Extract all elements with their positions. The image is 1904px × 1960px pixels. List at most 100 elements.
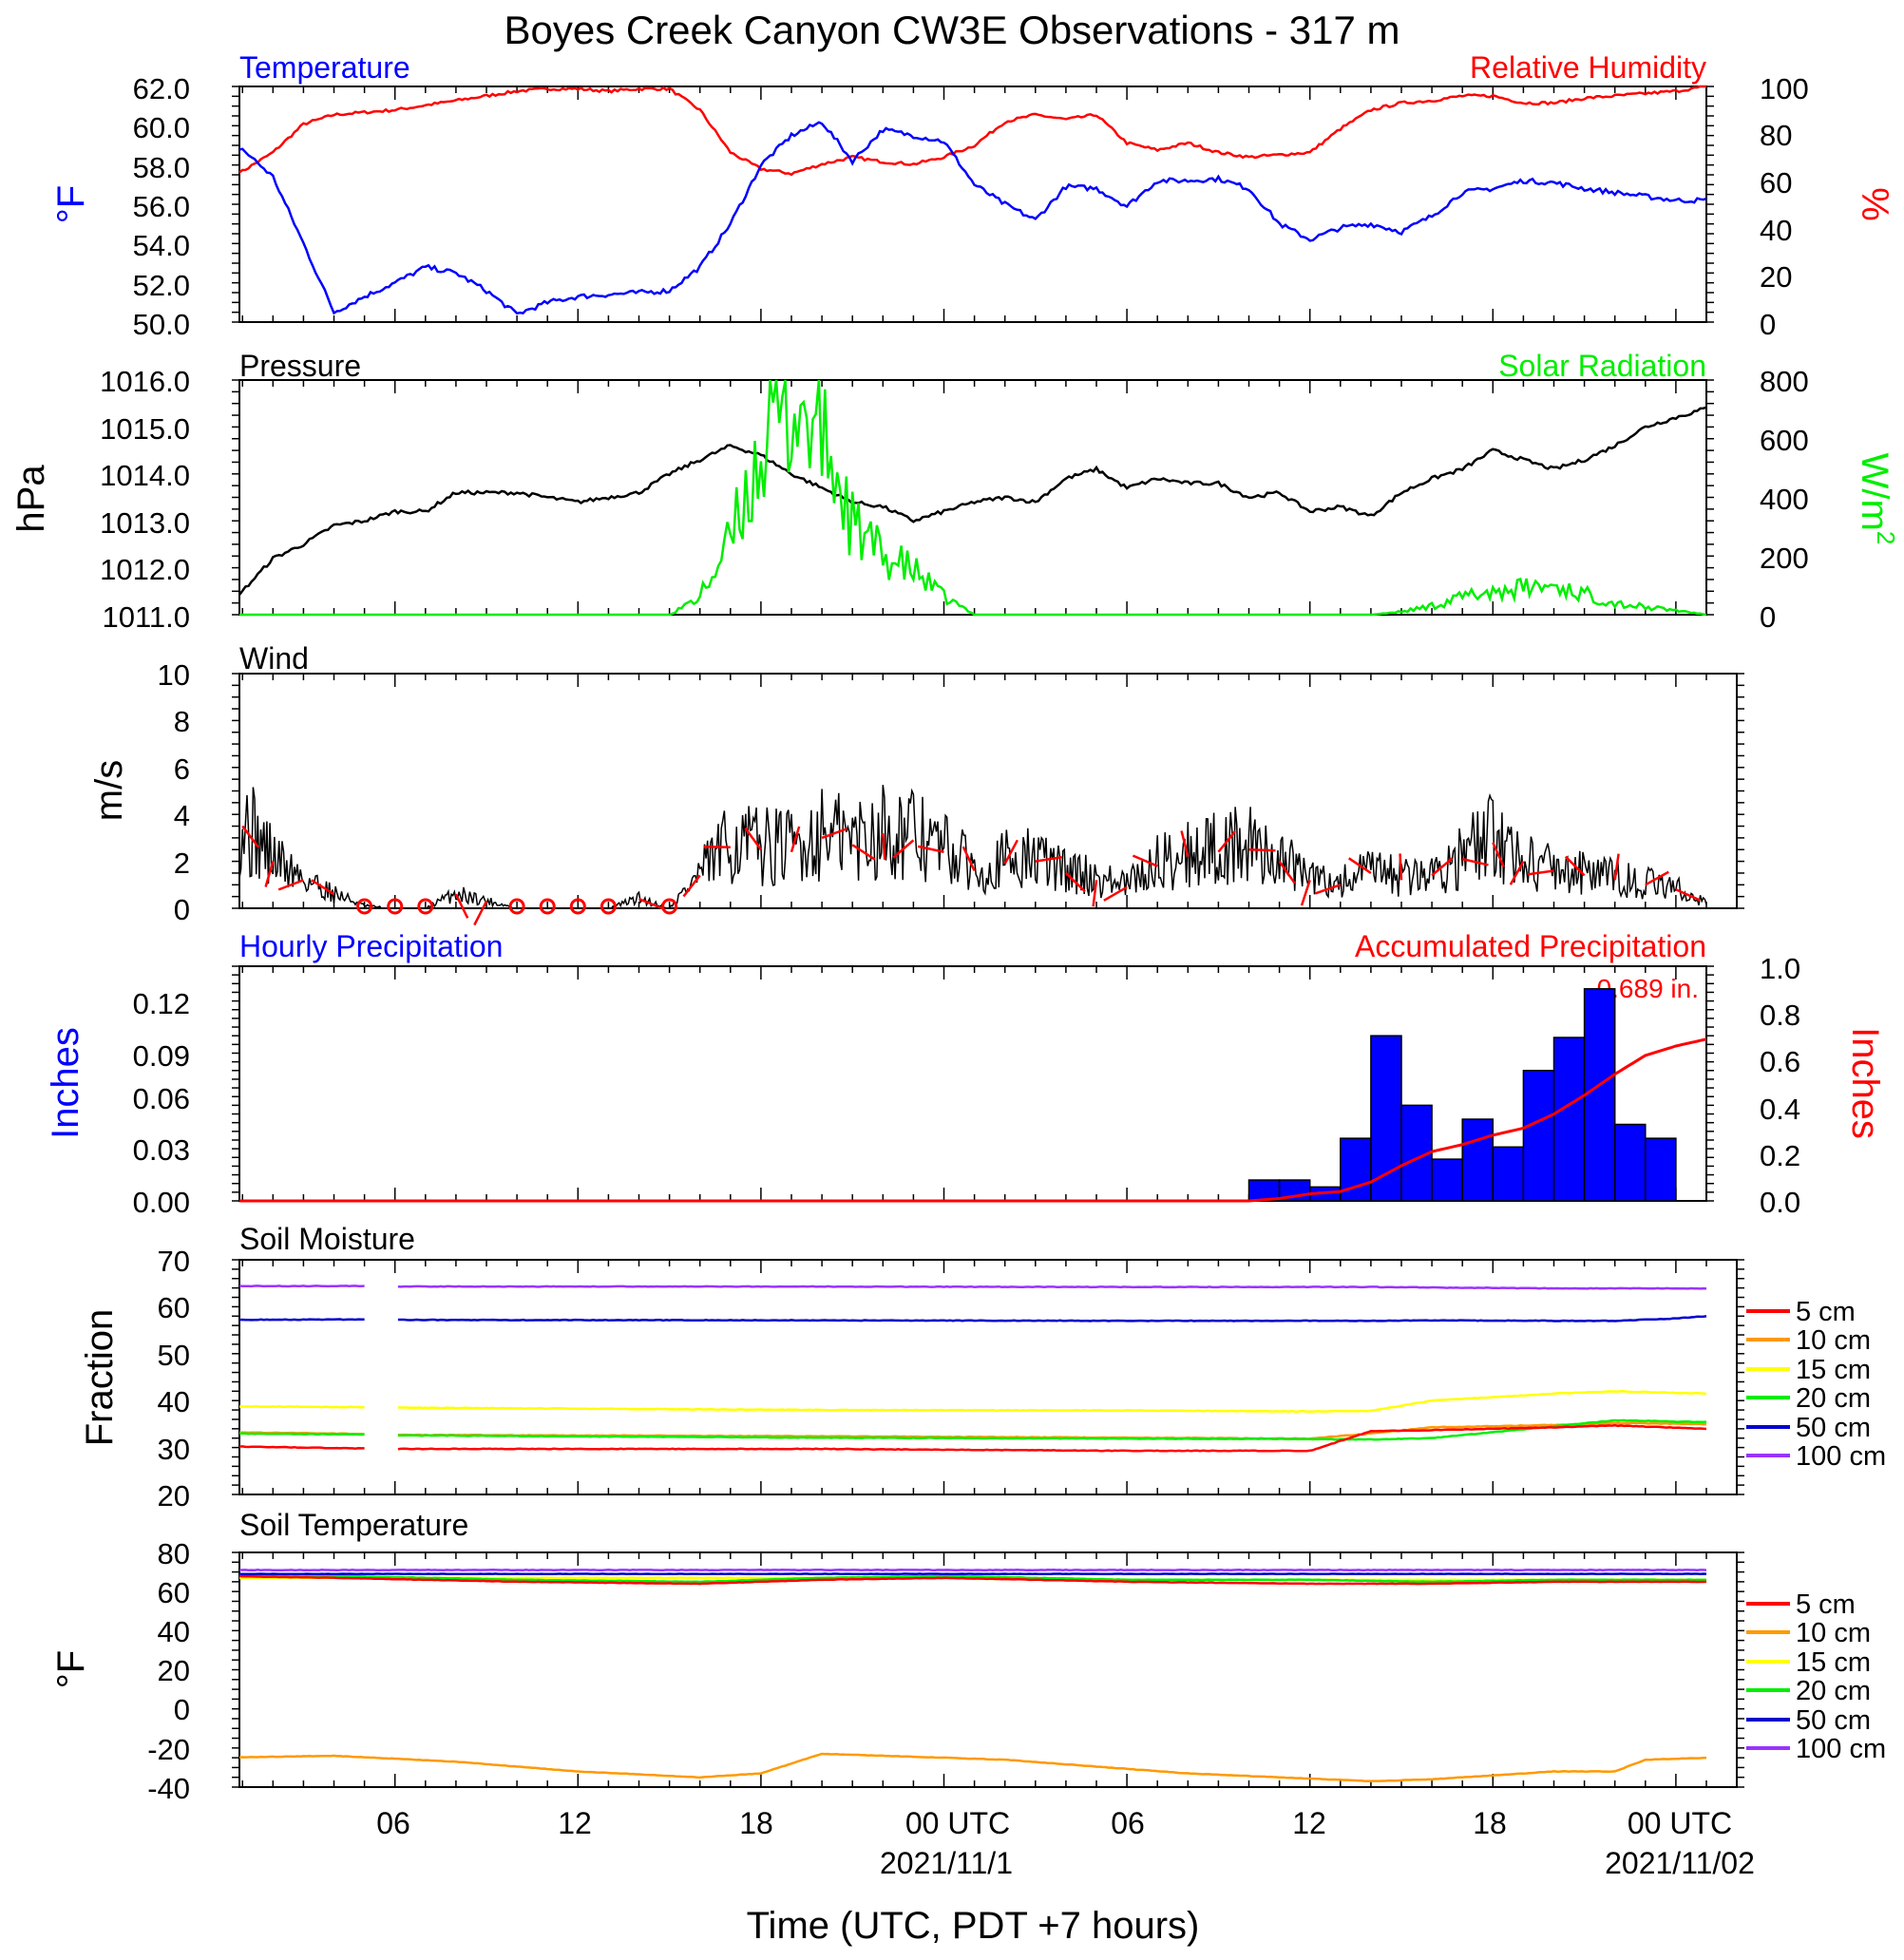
hourly-precip-bar [1462,1119,1493,1201]
panel-soil-moisture: Soil Moisture Fraction 70 60 50 40 30 20… [79,1222,1886,1513]
wind-tick-label: 0 [174,893,190,926]
legend-label-50cm: 50 cm [1796,1705,1871,1736]
temp-rh-frame [239,86,1706,322]
wind-tick-label: 6 [174,752,190,786]
temp-tick-label: 52.0 [133,269,190,302]
wind-tick-label: 8 [174,705,190,738]
accum-tick-label: 0.0 [1760,1186,1800,1219]
panel-temp-rh: Temperature Relative Humidity °F % 62.0 … [50,50,1895,341]
temp-left-ticks: 62.0 60.0 58.0 56.0 54.0 52.0 50.0 [133,72,190,341]
date-label: 2021/11/02 [1605,1846,1755,1880]
humidity-title: Relative Humidity [1470,50,1706,85]
accum-tick-label: 0.2 [1760,1139,1800,1172]
pressure-tick-label: 1011.0 [102,600,190,634]
x-tick-label: 06 [1111,1806,1145,1840]
soil-moisture-tick-label: 30 [158,1433,190,1466]
temperature-unit: °F [50,185,92,223]
rh-tick-label: 0 [1760,308,1776,341]
hourly-precip-bar [1585,989,1615,1201]
legend-label-5cm: 5 cm [1796,1297,1856,1327]
wind-frame [239,674,1737,908]
accum-right-ticks: 1.0 0.8 0.6 0.4 0.2 0.0 [1760,952,1800,1219]
legend-label-15cm: 15 cm [1796,1647,1871,1678]
temp-tick-label: 60.0 [133,111,190,144]
accum-tick-label: 0.6 [1760,1045,1800,1078]
solar-tick-label: 200 [1760,542,1809,575]
soil-moisture-tick-label: 20 [158,1479,190,1513]
solar-unit-sup: 2 [1872,531,1900,544]
hourly-precip-bar [1493,1147,1523,1201]
x-tick-label: 18 [739,1806,773,1840]
soil-temp-tick-label: 80 [158,1537,190,1570]
solar-title: Solar Radiation [1498,349,1706,383]
solar-right-ticks: 800 600 400 200 0 [1760,365,1809,634]
legend-label-15cm: 15 cm [1796,1355,1871,1385]
temp-tick-label: 56.0 [133,190,190,223]
temp-tick-label: 62.0 [133,72,190,105]
solar-tick-label: 600 [1760,424,1809,457]
rh-tick-label: 80 [1760,119,1792,152]
accum-tick-label: 0.4 [1760,1093,1800,1126]
legend-label-5cm: 5 cm [1796,1589,1856,1620]
pressure-left-ticks: 1016.0 1015.0 1014.0 1013.0 1012.0 1011.… [100,365,190,634]
legend-label-10cm: 10 cm [1796,1618,1871,1648]
x-tick-label: 00 UTC [905,1806,1010,1840]
legend-label-50cm: 50 cm [1796,1413,1871,1443]
wind-barb [1133,856,1157,866]
soil-temp-tick-label: -20 [147,1733,190,1766]
soil-temp-tick-label: 0 [174,1693,190,1726]
precip-plot-area [232,966,1714,1201]
soil-moisture-tick-label: 50 [158,1339,190,1372]
wind-barb [278,880,303,889]
x-tick-label: 06 [376,1806,410,1840]
precip-tick-label: 0.00 [133,1186,190,1219]
wind-barb [1400,853,1401,880]
pressure-unit: hPa [10,465,52,533]
humidity-line [239,86,1706,175]
rh-right-ticks: 100 80 60 40 20 0 [1760,72,1809,341]
wind-tick-label: 10 [158,658,190,692]
temp-tick-label: 58.0 [133,151,190,184]
soil-temp-left-ticks: 80 60 40 20 0 -20 -40 [147,1537,190,1805]
rh-tick-label: 100 [1760,72,1809,105]
pressure-tick-label: 1012.0 [100,553,190,586]
x-tick-label: 12 [1292,1806,1326,1840]
wind-barb [1104,887,1127,901]
accum-precip-title: Accumulated Precipitation [1355,929,1706,963]
x-tick-label: 00 UTC [1628,1806,1732,1840]
soil-moisture-50cm-line [239,1316,1706,1321]
precip-tick-label: 0.06 [133,1082,190,1115]
solar-line [239,380,1706,615]
wind-title: Wind [239,641,309,676]
hourly-precip-bar [1615,1124,1646,1201]
x-tick-label: 18 [1473,1806,1507,1840]
soil-temp-frame [239,1552,1737,1787]
panel-pressure-solar: Pressure Solar Radiation hPa W/m2 1016.0… [10,349,1900,634]
soil-moisture-100cm-line [239,1285,1706,1288]
wind-left-ticks: 10 8 6 4 2 0 [158,658,190,926]
legend-label-10cm: 10 cm [1796,1325,1871,1356]
hourly-precip-unit: Inches [45,1027,86,1139]
x-axis: 06 12 18 00 UTC 06 12 18 00 UTC 2021/11/… [376,1806,1755,1947]
hourly-precip-bar [1371,1036,1401,1201]
panel-soil-temperature: Soil Temperature °F 80 60 40 20 0 -20 -4… [50,1508,1886,1805]
wind-barb [1511,862,1524,885]
temp-rh-plot-area [232,86,1714,322]
accum-precip-unit: Inches [1844,1027,1886,1139]
soil-moisture-unit: Fraction [79,1309,121,1447]
rh-tick-label: 60 [1760,166,1792,200]
wind-tick-label: 4 [174,799,190,832]
soil-temp-plot-area [232,1552,1744,1787]
figure-title: Boyes Creek Canyon CW3E Observations - 3… [504,8,1399,52]
precip-tick-label: 0.12 [133,987,190,1020]
pressure-tick-label: 1016.0 [100,365,190,398]
temperature-title: Temperature [239,50,410,85]
pressure-solar-frame [239,380,1706,615]
pressure-tick-label: 1014.0 [100,459,190,492]
solar-tick-label: 800 [1760,365,1809,398]
precip-tick-label: 0.03 [133,1133,190,1167]
wind-barb [1646,872,1668,885]
solar-tick-label: 400 [1760,483,1809,516]
wind-barb [1528,870,1554,874]
